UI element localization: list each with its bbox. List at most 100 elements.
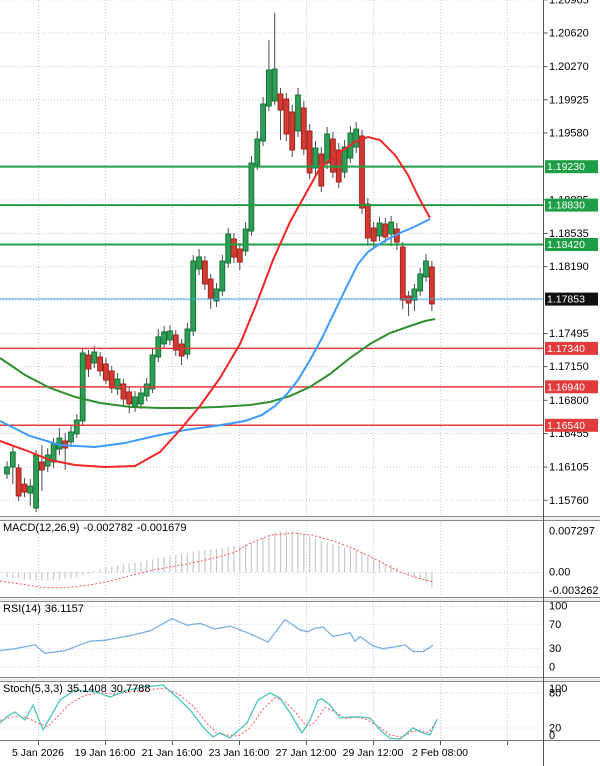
candle-bearish [172, 334, 179, 351]
candle-bearish [399, 246, 406, 301]
candle-bullish [68, 431, 74, 443]
stoch-scale-label: 0 [549, 730, 555, 742]
panel-separator [0, 597, 600, 602]
price-tick-label: 1.15760 [549, 495, 589, 507]
price-tick-label: 1.18190 [549, 261, 589, 273]
price-tick-label: 1.19925 [549, 94, 589, 106]
candle-bearish [370, 227, 377, 242]
stoch-main-line [0, 684, 438, 740]
resistance-price-badge-text: 1.19230 [547, 161, 585, 173]
panel-separator [0, 516, 600, 521]
x-axis-label: 29 Jan 12:00 [343, 747, 404, 759]
x-axis-label: 27 Jan 12:00 [276, 747, 337, 759]
candle-bearish [359, 135, 365, 209]
candle-bullish [91, 351, 98, 364]
stoch-value-main: 35.1408 [66, 683, 107, 695]
x-axis-label: 19 Jan 16:00 [75, 747, 136, 759]
panel-separators [0, 516, 600, 741]
candle-bullish [167, 330, 173, 341]
rsi-scale-label: 0 [549, 662, 555, 674]
candle-bearish [382, 223, 389, 238]
rsi-panel [0, 617, 434, 655]
candle-bullish [242, 228, 249, 252]
stoch-scale-label: 100 [549, 683, 567, 695]
support-price-badge [545, 341, 598, 355]
support-price-badge-text: 1.16540 [547, 420, 585, 432]
candle-bullish [73, 419, 80, 435]
price-tick-label: 1.17150 [549, 361, 589, 373]
candle-bearish [231, 238, 237, 258]
macd-signal-line [0, 532, 433, 589]
candle-bearish [15, 467, 22, 497]
candle-bearish [126, 391, 133, 405]
x-axis-label: 5 Jan 2026 [12, 747, 64, 759]
candle-bullish [219, 260, 226, 292]
rsi-line [0, 617, 434, 655]
macd-value-signal: -0.001679 [136, 522, 187, 534]
candle-bearish [283, 98, 290, 135]
support-price-badge-text: 1.17340 [547, 343, 585, 355]
price-tick-label: 1.20270 [549, 61, 589, 73]
rsi-value: 36.1157 [44, 603, 84, 615]
x-axis-label: 21 Jan 16:00 [142, 747, 203, 759]
stoch-signal-line [0, 687, 438, 738]
time-axis: 5 Jan 2026 19 Jan 16:00 21 Jan 16:00 23 Jan… [12, 741, 508, 759]
candle-bullish [213, 288, 220, 302]
candle-bullish [4, 466, 10, 475]
candles-layer [4, 13, 435, 513]
candle-bullish [143, 383, 150, 397]
candle-bullish [114, 378, 121, 390]
x-axis-label: 2 Feb 08:00 [412, 747, 468, 759]
candle-bullish [266, 69, 272, 107]
macd-scale-label: -0.003262 [549, 585, 599, 597]
ma-blue-line [0, 218, 431, 449]
candle-bullish [184, 328, 191, 355]
ma-red-line [0, 135, 431, 469]
candle-bullish [324, 133, 331, 164]
candle-bearish [108, 370, 115, 389]
candle-bullish [260, 103, 267, 142]
level-lines [0, 165, 543, 427]
price-tick-label: 1.17495 [549, 328, 589, 340]
candle-bullish [196, 256, 202, 270]
candle-bearish [429, 266, 435, 305]
candle-bullish [312, 147, 319, 169]
macd-label: MACD(12,26,9) -0.002782 -0.001679 [3, 522, 191, 534]
moving-averages [0, 135, 436, 469]
price-tick-label: 1.16800 [549, 395, 589, 407]
rsi-scale-label: 70 [549, 619, 561, 631]
candle-bullish [33, 454, 40, 509]
candle-bullish [132, 396, 138, 408]
candle-bullish [50, 442, 57, 463]
candle-bearish [39, 461, 45, 471]
candle-bearish [300, 107, 307, 150]
price-tick-label: 1.19580 [549, 128, 589, 140]
candle-bullish [190, 260, 197, 332]
resistance-price-badge-text: 1.18830 [547, 200, 585, 212]
support-price-badge [545, 418, 598, 432]
candle-bullish [376, 222, 383, 237]
candle-bearish [364, 203, 371, 239]
stoch-scale-label: 20 [549, 723, 561, 735]
rsi-label: RSI(14) 36.1157 [3, 603, 88, 615]
rsi-scale-label: 100 [549, 601, 567, 613]
current-price-badge-text: 1.17853 [547, 294, 585, 306]
price-tick-label: 1.18535 [549, 228, 589, 240]
candle-bullish [353, 128, 360, 148]
candle-bullish [411, 288, 418, 301]
macd-scale-label: 0.007297 [549, 525, 595, 537]
candle-bearish [97, 356, 103, 372]
resistance-price-badge [545, 238, 598, 251]
stoch-scale-label: 80 [549, 688, 561, 700]
macd-scale-label: 0.00 [549, 567, 570, 579]
candle-bullish [155, 336, 162, 358]
candle-bullish [295, 94, 301, 132]
candle-bullish [27, 485, 34, 494]
candle-bullish [417, 273, 424, 292]
rsi-scale-label: 30 [549, 643, 561, 655]
current-price-badge [545, 292, 598, 306]
resistance-price-badge-text: 1.18420 [547, 239, 585, 251]
resistance-price-badge [545, 160, 598, 174]
